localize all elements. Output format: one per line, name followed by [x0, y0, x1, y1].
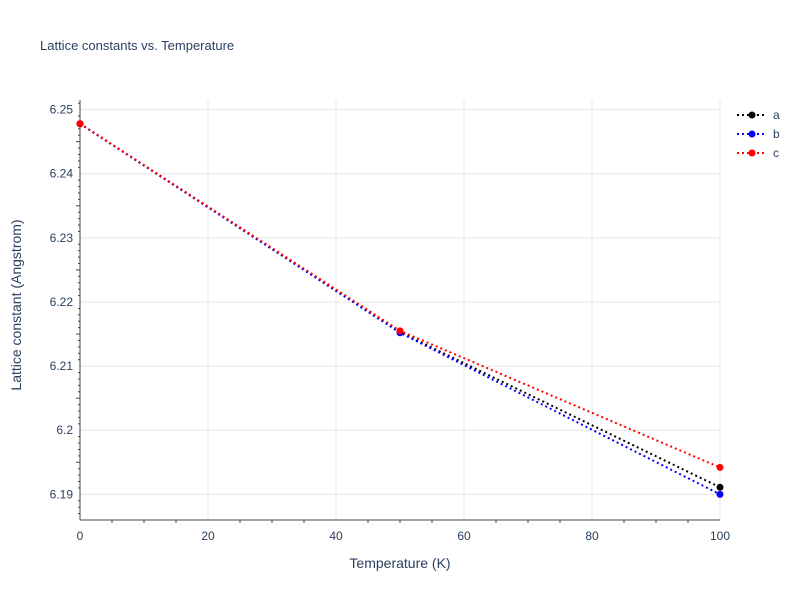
- legend-item-a[interactable]: a: [737, 108, 780, 122]
- legend-marker: [748, 111, 756, 119]
- x-tick-label: 20: [201, 529, 215, 543]
- legend-label: c: [773, 146, 779, 160]
- data-point-b[interactable]: [716, 490, 724, 498]
- legend[interactable]: abc: [737, 108, 780, 160]
- series-lines: [76, 120, 724, 498]
- series-line-a: [79, 122, 721, 489]
- data-point-c[interactable]: [396, 327, 404, 335]
- chart-title: Lattice constants vs. Temperature: [40, 38, 235, 53]
- legend-label: a: [773, 108, 780, 122]
- x-tick-label: 40: [329, 529, 343, 543]
- data-point-c[interactable]: [76, 120, 84, 128]
- x-tick-label: 80: [585, 529, 599, 543]
- y-tick-label: 6.2: [56, 423, 73, 437]
- legend-item-c[interactable]: c: [737, 146, 779, 160]
- data-point-a[interactable]: [716, 483, 724, 491]
- x-tick-label: 0: [77, 529, 84, 543]
- x-axis-title: Temperature (K): [349, 555, 450, 571]
- y-tick-label: 6.25: [50, 103, 74, 117]
- y-tick-label: 6.22: [50, 295, 74, 309]
- series-line-b: [79, 122, 721, 496]
- y-tick-label: 6.19: [50, 487, 74, 501]
- x-tick-label: 60: [457, 529, 471, 543]
- legend-marker: [748, 149, 756, 157]
- legend-marker: [748, 130, 756, 138]
- y-axis-title: Lattice constant (Angstrom): [8, 219, 24, 390]
- axes: 0 20 40 60 80 100 6.19 6.2 6.21 6.22 6.23 6.24 6.25: [50, 100, 730, 543]
- y-tick-label: 6.21: [50, 359, 74, 373]
- series-line-c: [79, 122, 721, 469]
- y-tick-label: 6.23: [50, 231, 74, 245]
- legend-label: b: [773, 127, 780, 141]
- data-point-c[interactable]: [716, 463, 724, 471]
- legend-item-b[interactable]: b: [737, 127, 780, 141]
- grid-lines: [80, 100, 721, 520]
- y-tick-label: 6.24: [50, 167, 74, 181]
- x-tick-label: 100: [710, 529, 730, 543]
